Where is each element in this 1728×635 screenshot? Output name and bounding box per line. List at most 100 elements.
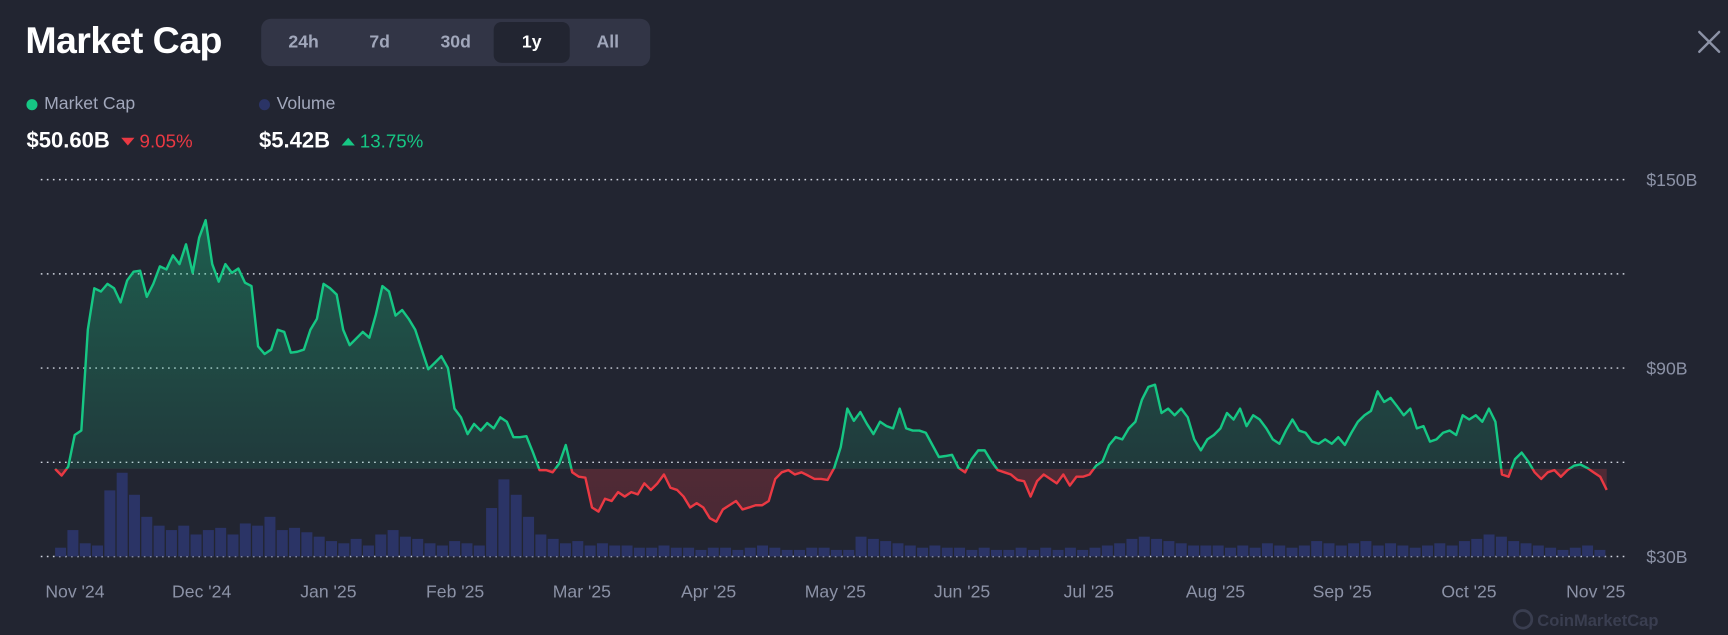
volume-bar	[424, 543, 436, 557]
volume-bar	[1274, 545, 1286, 557]
volume-bar	[1077, 549, 1089, 557]
x-tick-label: Feb '25	[426, 581, 484, 601]
range-1y-button[interactable]: 1y	[493, 22, 570, 63]
x-tick-label: May '25	[805, 581, 866, 601]
volume-bar	[362, 545, 374, 557]
volume-bar	[744, 547, 756, 557]
volume-bar	[1372, 545, 1384, 557]
volume-bar	[1483, 534, 1495, 557]
volume-bar	[1545, 547, 1557, 557]
volume-bar	[609, 545, 621, 557]
volume-bar	[190, 534, 202, 557]
volume-bar	[1434, 543, 1446, 557]
page-title: Market Cap	[25, 19, 222, 62]
area-above-baseline	[66, 220, 1589, 469]
close-icon[interactable]	[1695, 28, 1724, 57]
volume-bar	[1224, 547, 1236, 557]
volume-bar	[757, 545, 769, 557]
volume-bar	[350, 538, 362, 557]
volume-bar	[116, 472, 128, 557]
volume-bar	[1151, 538, 1163, 557]
volume-bar	[1348, 543, 1360, 557]
volume-bar	[990, 549, 1002, 557]
volume-bar	[1188, 545, 1200, 557]
volume-bar	[202, 530, 214, 557]
market-cap-summary: $50.60B 9.05%	[26, 129, 192, 154]
volume-bar	[326, 541, 338, 557]
volume-bar	[781, 549, 793, 557]
volume-bar	[104, 490, 116, 557]
volume-bar	[1286, 547, 1298, 557]
volume-bar	[141, 516, 153, 557]
volume-bar	[1335, 545, 1347, 557]
volume-bar	[843, 549, 855, 557]
volume-bar	[1458, 541, 1470, 557]
volume-bar	[399, 536, 411, 557]
volume-bar	[818, 547, 830, 557]
volume-bar	[596, 543, 608, 557]
volume-bar	[486, 508, 498, 557]
volume-bar	[1508, 541, 1520, 557]
volume-bar	[1212, 545, 1224, 557]
volume-bar	[1311, 541, 1323, 557]
volume-bar	[1594, 549, 1606, 557]
legend-market-cap-label: Market Cap	[44, 94, 136, 114]
volume-bar	[633, 547, 645, 557]
volume-bar	[1495, 536, 1507, 557]
volume-bar	[720, 547, 732, 557]
volume-bar	[559, 543, 571, 557]
volume-bar	[929, 545, 941, 557]
volume-bar	[584, 545, 596, 557]
volume-bar	[301, 532, 313, 557]
y-tick-label: $30B	[1646, 547, 1687, 567]
market-cap-line-down	[54, 468, 1608, 523]
volume-bar	[1015, 547, 1027, 557]
volume-bar	[128, 494, 140, 557]
x-tick-label: Apr '25	[681, 581, 736, 601]
volume-bar	[239, 523, 251, 557]
volume-bar	[92, 545, 104, 557]
caret-down-icon	[120, 137, 135, 146]
range-7d-button[interactable]: 7d	[342, 22, 418, 63]
market-cap-change: 9.05%	[139, 130, 193, 152]
x-tick-label: Nov '24	[45, 581, 104, 601]
volume-bar	[1101, 545, 1113, 557]
volume-bar	[535, 534, 547, 557]
volume-bar	[978, 547, 990, 557]
volume-bar	[966, 549, 978, 557]
range-all-button[interactable]: All	[570, 22, 646, 63]
range-30d-button[interactable]: 30d	[418, 22, 494, 63]
volume-bar	[1138, 536, 1150, 557]
volume-bar	[1040, 547, 1052, 557]
volume-bar	[461, 543, 473, 557]
x-tick-label: Jun '25	[934, 581, 990, 601]
volume-bar	[153, 525, 165, 557]
market-cap-value: $50.60B	[26, 128, 110, 154]
volume-bar	[178, 525, 190, 557]
volume-change: 13.75%	[359, 130, 424, 152]
volume-bar	[387, 530, 399, 557]
range-24h-button[interactable]: 24h	[266, 22, 342, 63]
volume-bar	[904, 545, 916, 557]
volume-bar	[1409, 547, 1421, 557]
market-cap-dot-icon	[26, 99, 38, 111]
y-tick-label: $90B	[1646, 359, 1687, 379]
volume-bar	[806, 547, 818, 557]
x-tick-label: Nov '25	[1566, 581, 1625, 601]
volume-bar	[1052, 549, 1064, 557]
volume-bar	[1323, 543, 1335, 557]
volume-bar	[473, 545, 485, 557]
market-cap-line-up	[55, 218, 1591, 469]
volume-bar	[412, 538, 424, 557]
volume-bar	[1582, 545, 1594, 557]
volume-bar	[658, 545, 670, 557]
volume-bar	[1126, 538, 1138, 557]
volume-bar	[1557, 549, 1569, 557]
volume-bar	[1397, 545, 1409, 557]
volume-bar	[892, 543, 904, 557]
volume-bar	[1003, 549, 1015, 557]
y-tick-label: $150B	[1646, 170, 1697, 190]
x-tick-label: Dec '24	[172, 581, 231, 601]
